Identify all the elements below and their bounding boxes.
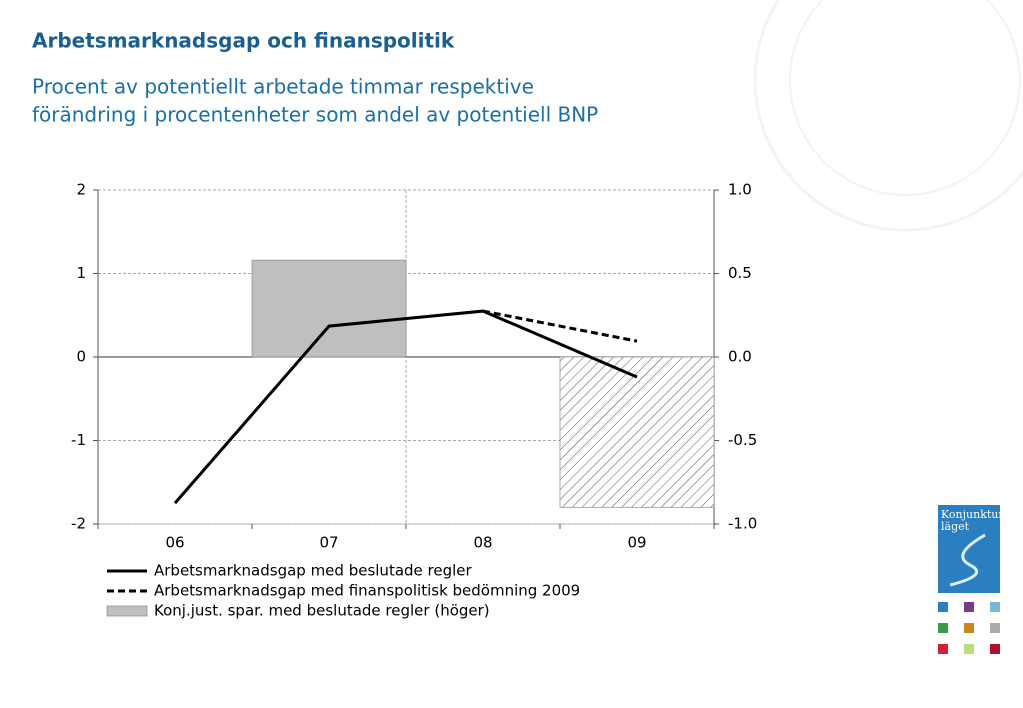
y2-tick-label: 1.0	[728, 181, 752, 199]
y-tick-label: -2	[71, 515, 86, 533]
x-tick-label: 06	[165, 534, 184, 552]
y-tick-label: 2	[76, 181, 86, 199]
legend-label: Arbetsmarknadsgap med beslutade regler	[154, 562, 473, 580]
y2-tick-label: -1.0	[728, 515, 757, 533]
legend-swatch	[106, 605, 148, 617]
line	[173, 309, 638, 505]
x-tick-label: 08	[473, 534, 492, 552]
y-tick-label: 1	[76, 264, 86, 282]
y-tick-label: 0	[76, 348, 86, 366]
legend-label: Arbetsmarknadsgap med finanspolitisk bed…	[154, 582, 580, 600]
chart-title: Arbetsmarknadsgap och finanspolitik	[32, 29, 455, 53]
y-tick-label: -1	[71, 431, 86, 449]
logo-text: läget	[941, 520, 970, 533]
y2-tick-label: -0.5	[728, 431, 757, 449]
bar	[559, 356, 715, 508]
logo: Konjunktur läget	[938, 505, 1004, 654]
bar	[251, 259, 407, 358]
subtitle: förändring i procentenheter som andel av…	[32, 103, 598, 127]
x-tick-label: 09	[627, 534, 646, 552]
subtitle: Procent av potentiellt arbetade timmar r…	[32, 75, 534, 99]
watermark	[753, 0, 1023, 232]
y2-tick-label: 0.5	[728, 264, 752, 282]
legend-label: Konj.just. spar. med beslutade regler (h…	[154, 602, 490, 620]
line	[482, 309, 638, 343]
logo-text: Konjunktur	[941, 508, 1004, 521]
y2-tick-label: 0.0	[728, 348, 752, 366]
x-tick-label: 07	[319, 534, 338, 552]
